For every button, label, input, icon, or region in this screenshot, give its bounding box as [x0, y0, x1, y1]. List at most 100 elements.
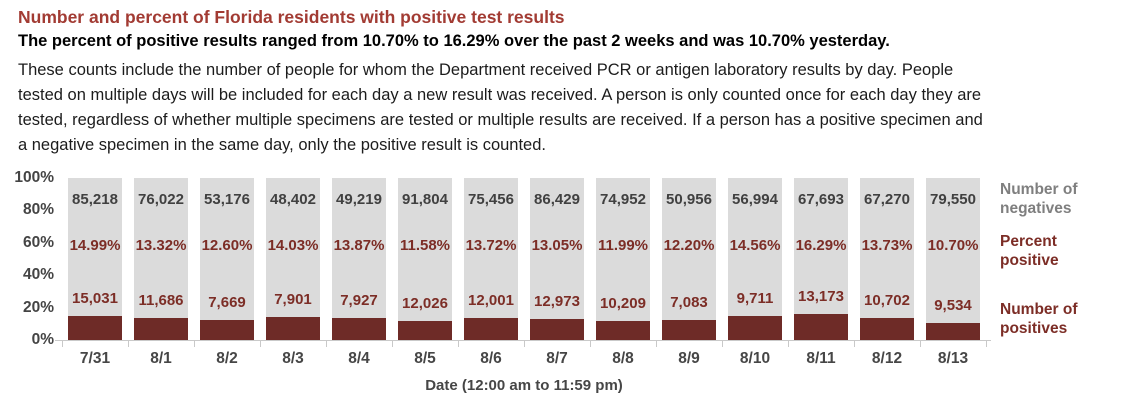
percent-positive-label: 14.99% [69, 237, 121, 254]
bar-column: 91,804 11.58% 12,026 [392, 178, 458, 340]
negatives-bar [464, 178, 518, 340]
positives-value-label: 7,669 [208, 293, 246, 311]
axis-tick [524, 341, 525, 347]
legend-number-of-positives: Number of positives [1000, 301, 1078, 337]
axis-tick [326, 341, 327, 347]
positives-bar [662, 320, 716, 340]
legend-percent-positive: Percent positive [1000, 233, 1059, 269]
chart-subtitle: The percent of positive results ranged f… [18, 32, 890, 50]
negatives-bar [926, 178, 980, 340]
negatives-value-label: 74,952 [600, 191, 646, 208]
positives-value-label: 9,534 [934, 296, 972, 314]
axis-tick [986, 341, 987, 347]
description-line-3: tested, regardless of whether multiple s… [18, 111, 983, 129]
axis-tick [590, 341, 591, 347]
positives-value-label: 7,927 [340, 291, 378, 309]
negatives-value-label: 67,270 [864, 191, 910, 208]
positives-bar [926, 322, 980, 340]
percent-positive-label: 11.99% [597, 237, 649, 254]
y-tick-label: 20% [22, 298, 54, 316]
negatives-bar [134, 178, 188, 340]
negatives-value-label: 50,956 [666, 191, 712, 208]
chart-description: These counts include the number of peopl… [18, 58, 983, 158]
y-tick-label: 80% [22, 201, 54, 219]
bar-column: 48,402 14.03% 7,901 [260, 178, 326, 340]
positives-value-label: 9,711 [736, 290, 774, 308]
axis-tick [392, 341, 393, 347]
axis-tick [854, 341, 855, 347]
positives-value-label: 11,686 [138, 292, 184, 310]
positives-value-label: 15,031 [72, 289, 118, 307]
percent-positive-label: 12.60% [201, 237, 253, 254]
axis-tick [722, 341, 723, 347]
y-axis: 100% 80% 60% 40% 20% 0% [0, 169, 54, 348]
positives-bar [530, 318, 584, 340]
x-tick-label: 8/6 [480, 350, 502, 367]
bar-column: 75,456 13.72% 12,001 [458, 178, 524, 340]
positives-value-label: 12,026 [402, 295, 448, 313]
positives-bar [266, 317, 320, 340]
bar-column: 79,550 10.70% 9,534 [920, 178, 986, 340]
negatives-value-label: 49,219 [336, 191, 382, 208]
negatives-bar [200, 178, 254, 340]
positives-value-label: 7,083 [670, 294, 708, 312]
negatives-bar [266, 178, 320, 340]
x-tick-label: 8/9 [678, 350, 700, 367]
positives-bar [596, 320, 650, 340]
description-line-1: These counts include the number of peopl… [18, 61, 954, 79]
percent-positive-label: 14.56% [729, 237, 781, 254]
negatives-value-label: 56,994 [732, 191, 778, 208]
negatives-bar [860, 178, 914, 340]
axis-tick [920, 341, 921, 347]
bar-column: 49,219 13.87% 7,927 [326, 178, 392, 340]
percent-positive-label: 14.03% [267, 237, 319, 254]
axis-tick [194, 341, 195, 347]
x-tick-label: 8/4 [348, 350, 370, 367]
negatives-value-label: 53,176 [204, 191, 250, 208]
negatives-bar [596, 178, 650, 340]
positives-value-label: 7,901 [274, 291, 312, 309]
negatives-value-label: 86,429 [534, 191, 580, 208]
percent-positive-label: 12.20% [663, 237, 715, 254]
percent-positive-label: 10.70% [927, 237, 979, 254]
positives-value-label: 10,702 [864, 291, 910, 309]
percent-positive-label: 13.73% [861, 237, 913, 254]
percent-positive-label: 16.29% [795, 237, 847, 254]
x-tick-label: 8/13 [937, 350, 969, 367]
x-axis-labels: 7/31 8/1 8/2 8/3 8/4 8/5 8/6 8/7 8/8 8/9 8/10 8/11 8… [62, 350, 986, 372]
plot-area: 85,218 14.99% 15,031 76,022 13.32% 11,686 53,1… [62, 178, 986, 340]
axis-tick [62, 341, 63, 347]
description-line-4: a negative specimen in the same day, onl… [18, 136, 546, 154]
bar-column: 86,429 13.05% 12,973 [524, 178, 590, 340]
positives-bar [860, 317, 914, 340]
axis-tick [260, 341, 261, 347]
y-tick-label: 0% [31, 331, 54, 348]
positives-bar [398, 321, 452, 340]
positives-value-label: 13,173 [798, 287, 844, 305]
positives-bar [68, 315, 122, 340]
x-tick-label: 8/11 [806, 350, 836, 367]
positives-bar [134, 318, 188, 340]
percent-positive-label: 11.58% [399, 237, 451, 254]
negatives-bar [530, 178, 584, 340]
percent-positive-label: 13.05% [531, 237, 583, 254]
x-tick-label: 8/2 [216, 350, 238, 367]
negatives-bar [332, 178, 386, 340]
axis-tick [128, 341, 129, 347]
y-tick-label: 40% [22, 266, 54, 284]
axis-tick [458, 341, 459, 347]
description-line-2: tested on multiple days will be included… [18, 86, 982, 104]
bar-column: 67,693 16.29% 13,173 [788, 178, 854, 340]
x-tick-label: 8/3 [282, 350, 304, 367]
positives-value-label: 10,209 [600, 294, 646, 312]
negatives-value-label: 79,550 [930, 191, 976, 208]
negatives-value-label: 75,456 [468, 191, 514, 208]
positives-bar [332, 317, 386, 340]
positives-bar [794, 313, 848, 340]
positives-bar [728, 316, 782, 340]
bar-column: 50,956 12.20% 7,083 [656, 178, 722, 340]
negatives-value-label: 48,402 [270, 191, 316, 208]
bar-column: 67,270 13.73% 10,702 [854, 178, 920, 340]
axis-tick [788, 341, 789, 347]
